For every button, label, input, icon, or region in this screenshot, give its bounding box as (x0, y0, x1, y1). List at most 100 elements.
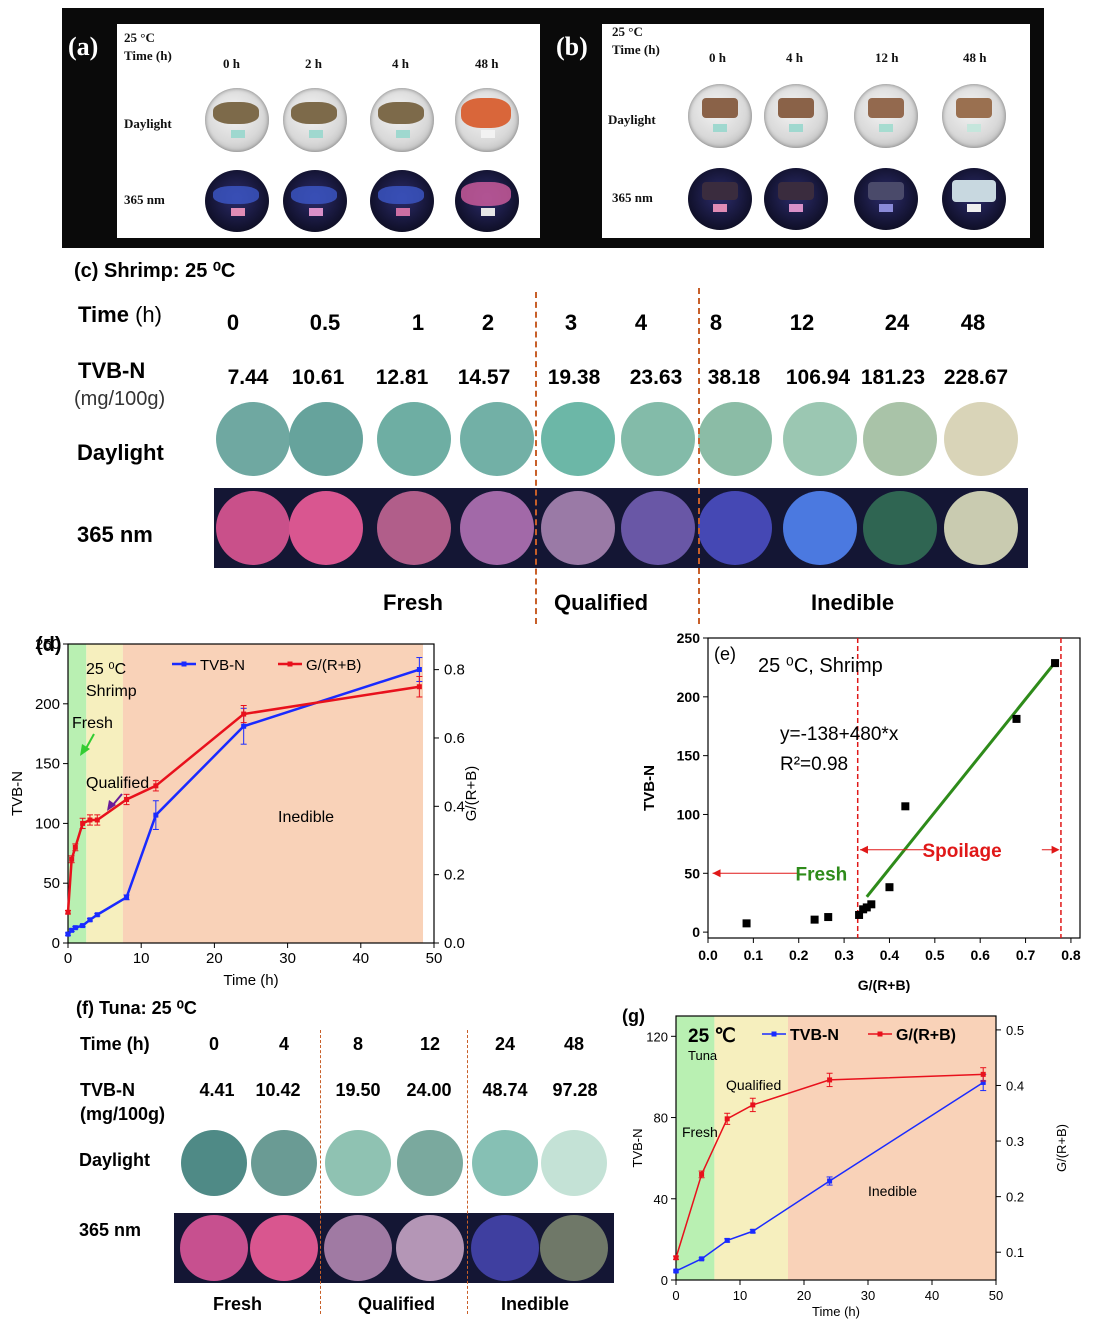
tuna-dish-uv (854, 168, 918, 230)
tuna-dish-uv (688, 168, 752, 230)
panel-c-tvbn-value: 23.63 (629, 366, 683, 389)
panel-f-tvbn-value: 24.00 (406, 1080, 452, 1100)
panel-f-time-value: 24 (494, 1034, 516, 1054)
x-tick-label: 0.7 (1016, 947, 1036, 963)
panel-c-time-value: 8 (709, 310, 723, 335)
panel-f-time-label: Time (h) (80, 1034, 150, 1054)
y-tick-label: 100 (677, 806, 701, 822)
panel-f-time-value: 8 (352, 1034, 363, 1054)
panel-a-time-2: 4 h (392, 56, 409, 71)
tuna-dish-daylight (688, 84, 752, 148)
x-tick-label: 50 (426, 950, 443, 967)
y-right-axis-title: G/(R+B) (463, 766, 480, 821)
y-right-tick-label: 0.8 (444, 662, 465, 679)
data-point (824, 913, 833, 922)
x-tick-label: 30 (279, 950, 296, 967)
annotation-species: Tuna (688, 1048, 718, 1063)
data-point (87, 917, 93, 923)
panel-f-daylight-swatch (541, 1130, 607, 1196)
panel-f-uv-swatch (250, 1215, 318, 1281)
data-point (724, 1237, 730, 1243)
panel-c-time-value: 0 (226, 310, 240, 335)
plot-frame (67, 643, 435, 944)
panel-c-divider-fresh-qualified (535, 292, 537, 624)
chart-g: 0 10 20 30 40 50 0 40 80 120 0.1 0.2 0.3 0.4 0.5 Time (… (622, 1006, 1069, 1319)
x-tick-label: 30 (861, 1288, 875, 1303)
tuna-photo-card: 25 °C Time (h) 0 h 4 h 12 h 48 h Dayligh… (602, 24, 1030, 238)
panel-a-row-uv: 365 nm (124, 192, 165, 207)
y-tick-label: 0 (692, 924, 700, 940)
y-right-tick-label: 0.1 (1006, 1245, 1024, 1260)
panel-c-daylight-swatch (944, 402, 1018, 476)
label-spoilage: Spoilage (922, 841, 1001, 862)
panel-a-time-1: 2 h (305, 56, 322, 71)
y-left-tick-label: 200 (35, 696, 60, 713)
data-point (94, 912, 100, 918)
data-point (153, 812, 159, 818)
plot-frame (675, 1015, 997, 1281)
plot-frame (707, 637, 1081, 939)
panel-c-tvbn-unit: (mg/100g) (74, 388, 166, 410)
panel-c-uv-swatch (863, 491, 937, 565)
panel-f-tvbn-label: TVB-N (80, 1080, 135, 1100)
y-right-tick-label: 0.0 (444, 935, 465, 952)
panel-a-time-label: Time (h) (124, 48, 172, 63)
panel-b-tag: (b) (556, 32, 588, 61)
panel-f-category-qualified: Qualified (358, 1294, 436, 1314)
arrowhead-fresh (712, 869, 721, 878)
x-tick-label: 0.2 (789, 947, 809, 963)
panel-f-uv-swatch (396, 1215, 464, 1281)
data-point (72, 925, 78, 931)
y-right-axis-title: G/(R+B) (1054, 1124, 1069, 1172)
data-point (673, 1268, 679, 1274)
series-line-tvbn (675, 1081, 984, 1272)
data-point (69, 856, 75, 862)
x-tick-label: 40 (352, 950, 369, 967)
panel-f-divider-qualified-inedible (467, 1030, 468, 1314)
data-point (1051, 659, 1060, 668)
equation: y=-138+480*x (780, 724, 899, 745)
series-line-ratio (66, 685, 420, 913)
panel-c-daylight-swatch (377, 402, 451, 476)
shrimp-photo-card: 25 °C Time (h) 0 h 2 h 4 h 48 h Daylight… (117, 24, 540, 238)
data-point (80, 820, 86, 826)
x-tick-label: 40 (925, 1288, 939, 1303)
panel-f-row-uv: 365 nm (79, 1220, 142, 1240)
panel-c-tvbn-value: 14.57 (457, 366, 511, 389)
y-left-tick-label: 0 (52, 935, 60, 952)
panel-f-divider-fresh-qualified (320, 1030, 321, 1314)
panel-f-row-daylight: Daylight (79, 1150, 151, 1170)
panel-a-tag: (a) (68, 32, 99, 61)
panel-c-uv-swatch (460, 491, 534, 565)
panel-f-time-value: 4 (278, 1034, 289, 1054)
panel-f-category-inedible: Inedible (501, 1294, 570, 1314)
panel-e-title: 25 ⁰C, Shrimp (758, 655, 883, 677)
panel-f-tvbn-value: 4.41 (199, 1080, 235, 1100)
y-right-tick-label: 0.2 (444, 867, 465, 884)
panel-c-time-label: Time (h) (78, 302, 162, 328)
panel-c-title: (c) Shrimp: 25 ⁰C (74, 260, 236, 282)
panel-c-tvbn-value: 7.44 (227, 366, 269, 389)
panel-c-category-qualified: Qualified (554, 590, 649, 615)
y-right-tick-label: 0.2 (1006, 1190, 1024, 1205)
panel-f-time-value: 0 (208, 1034, 219, 1054)
panel-c-tvbn-value: 181.23 (860, 366, 926, 389)
y-left-axis-title: TVB-N (630, 1129, 645, 1168)
panel-f-time-value: 12 (419, 1034, 441, 1054)
panel-c-divider-qualified-inedible (698, 288, 700, 624)
arrowhead-spoilage-left (859, 845, 868, 854)
arrowhead-spoilage-right (1051, 845, 1060, 854)
panel-f-tvbn-value: 19.50 (335, 1080, 381, 1100)
data-point (1012, 714, 1021, 723)
panel-c-daylight-swatch (783, 402, 857, 476)
panel-b-row-uv: 365 nm (612, 190, 653, 205)
panel-f-daylight-swatch (325, 1130, 391, 1196)
panel-c-uv-swatch (289, 491, 363, 565)
panel-c-time-value: 2 (481, 310, 495, 335)
x-tick-label: 10 (133, 950, 150, 967)
annotation-temp: 25 ⁰C (86, 661, 126, 678)
arrowhead-qualified (107, 800, 116, 811)
panel-c-daylight-swatch (863, 402, 937, 476)
data-point (241, 711, 247, 717)
x-axis-title: Time (h) (812, 1304, 860, 1319)
